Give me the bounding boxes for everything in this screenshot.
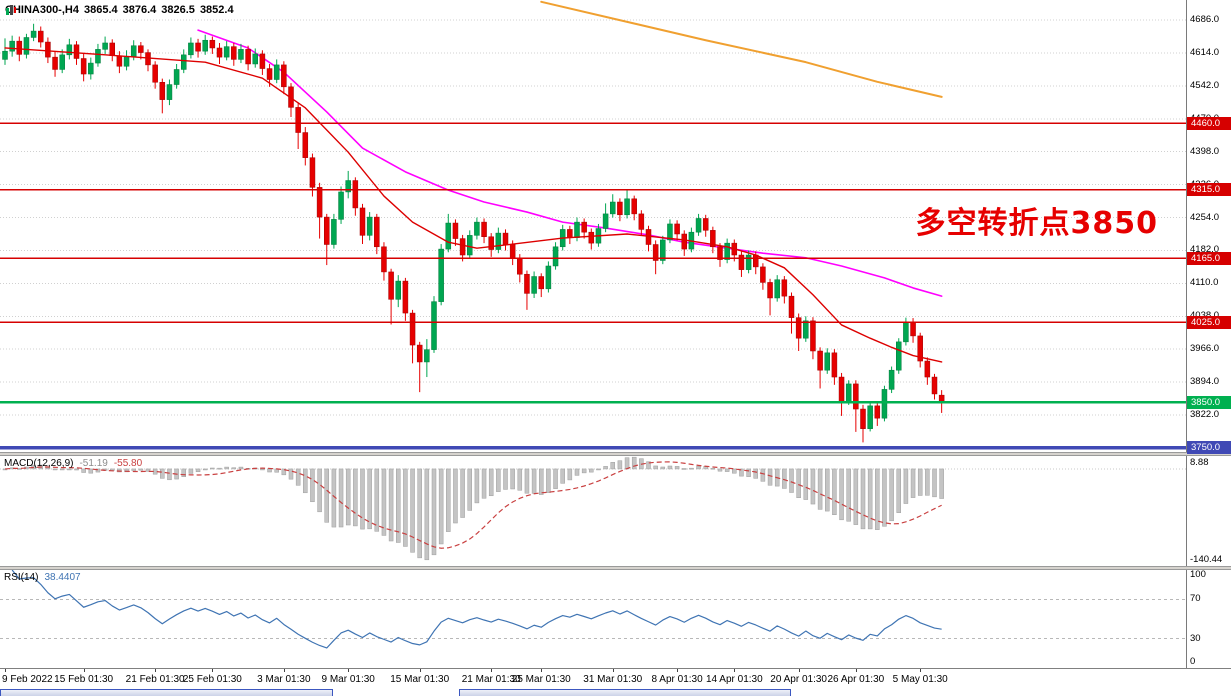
ohlc-high: 3876.4 — [122, 4, 157, 16]
time-label: 25 Mar 01:30 — [511, 674, 571, 685]
rsi-value: 38.4407 — [44, 572, 81, 583]
time-label: 9 Feb 2022 — [2, 674, 53, 685]
macd-histogram — [2, 456, 944, 561]
time-tick — [419, 669, 421, 672]
ohlc-open: 3865.4 — [83, 4, 118, 16]
symbol-timeframe: CHINA300-,H4 — [5, 4, 79, 16]
time-tick — [798, 669, 800, 672]
rsi-name: RSI(14) — [4, 572, 39, 583]
price-axis[interactable]: 4686.04614.04542.04470.04398.04326.04254… — [1186, 0, 1231, 455]
macd-chart-svg — [0, 456, 1186, 561]
time-label: 14 Apr 01:30 — [705, 674, 763, 685]
time-tick — [5, 669, 6, 672]
pane-separator[interactable] — [0, 452, 1231, 456]
time-tick — [155, 669, 157, 672]
macd-label: MACD(12,26,9) -51.19 -55.80 — [4, 458, 142, 469]
macd-main-value: -51.19 — [79, 458, 108, 469]
main-chart-pane[interactable]: CHINA300-,H4 3865.4 3876.4 3826.5 3852.4… — [0, 0, 1186, 452]
symbol-icon — [6, 5, 16, 15]
macd-tick-label: -140.44 — [1190, 553, 1223, 565]
price-tick-label: 4686.0 — [1190, 14, 1220, 26]
time-label: 21 Feb 01:30 — [125, 674, 185, 685]
price-tick-label: 4614.0 — [1190, 47, 1220, 58]
time-label: 21 Mar 01:30 — [461, 674, 521, 685]
time-label: 15 Mar 01:30 — [390, 674, 450, 685]
price-level-tag[interactable]: 4165.0 — [1187, 251, 1231, 265]
price-tick-label: 4542.0 — [1190, 79, 1220, 91]
macd-tick-label: 8.88 — [1190, 457, 1209, 469]
rsi-chart-svg — [0, 570, 1186, 649]
price-level-tag[interactable]: 4315.0 — [1187, 183, 1231, 197]
price-tick-label: 4254.0 — [1190, 211, 1220, 223]
time-tick — [491, 669, 493, 672]
time-label: 31 Mar 01:30 — [583, 674, 643, 685]
macd-signal-line — [4, 461, 942, 549]
pane-separator[interactable] — [0, 566, 1231, 570]
time-label: 9 Mar 01:30 — [321, 674, 375, 685]
macd-signal-value: -55.80 — [113, 458, 143, 469]
price-level-tag[interactable]: 4460.0 — [1187, 116, 1231, 130]
time-label: 15 Feb 01:30 — [54, 674, 114, 685]
rsi-line — [11, 570, 942, 649]
price-level-tag[interactable]: 3750.0 — [1187, 441, 1231, 455]
ma-lines-front — [4, 47, 943, 363]
rsi-label: RSI(14) 38.4407 — [4, 572, 81, 583]
time-tick — [283, 669, 285, 672]
price-level-tag[interactable]: 3850.0 — [1187, 395, 1231, 409]
time-tick — [677, 669, 679, 672]
price-tick-label: 4110.0 — [1190, 277, 1219, 289]
candles-layer — [2, 23, 945, 443]
time-tick — [734, 669, 736, 672]
rsi-tick-label: 0 — [1190, 656, 1196, 667]
price-tick-label: 4398.0 — [1190, 145, 1220, 157]
time-label: 26 Apr 01:30 — [827, 674, 885, 685]
rsi-tick-label: 100 — [1190, 569, 1206, 580]
time-label: 5 May 01:30 — [892, 674, 948, 685]
rsi-tick-label: 30 — [1190, 632, 1201, 644]
chart-title: CHINA300-,H4 3865.4 3876.4 3826.5 3852.4 — [5, 4, 234, 16]
rsi-pane[interactable]: RSI(14) 38.4407 — [0, 570, 1186, 668]
time-label: 25 Feb 01:30 — [182, 674, 242, 685]
time-axis[interactable]: 9 Feb 2022 15 Feb 01:30 21 Feb 01:30 25 Feb… — [0, 668, 1231, 688]
background-window-edge[interactable] — [459, 689, 791, 696]
time-label: 8 Apr 01:30 — [651, 674, 703, 685]
ma-lines-back — [197, 0, 943, 297]
ohlc-low: 3826.5 — [161, 4, 195, 16]
macd-axis[interactable]: 8.88 -140.44 — [1186, 456, 1231, 566]
rsi-tick-label: 70 — [1190, 593, 1201, 605]
annotation-text: 多空转折点3850 — [915, 206, 1158, 241]
time-tick — [348, 669, 350, 672]
price-tick-label: 3966.0 — [1190, 343, 1220, 355]
macd-name: MACD(12,26,9) — [4, 458, 74, 469]
ohlc-close: 3852.4 — [199, 4, 234, 16]
background-window-edge[interactable] — [0, 689, 333, 696]
time-tick — [541, 669, 543, 672]
time-tick — [855, 669, 857, 672]
time-label: 3 Mar 01:30 — [257, 674, 311, 685]
price-tick-label: 4182.0 — [1190, 244, 1220, 256]
price-tick-label: 3894.0 — [1190, 376, 1220, 388]
rsi-axis[interactable]: 100 70 30 0 — [1186, 570, 1231, 668]
price-tick-label: 3822.0 — [1190, 408, 1220, 420]
time-label: 20 Apr 01:30 — [770, 674, 827, 685]
horizontal-levels — [0, 122, 1186, 450]
price-chart-svg — [0, 0, 1186, 450]
time-tick — [612, 669, 614, 672]
macd-pane[interactable]: MACD(12,26,9) -51.19 -55.80 — [0, 456, 1186, 566]
price-level-tag[interactable]: 4025.0 — [1187, 315, 1231, 329]
time-tick — [83, 669, 85, 672]
time-tick — [212, 669, 214, 672]
time-tick — [920, 669, 922, 672]
